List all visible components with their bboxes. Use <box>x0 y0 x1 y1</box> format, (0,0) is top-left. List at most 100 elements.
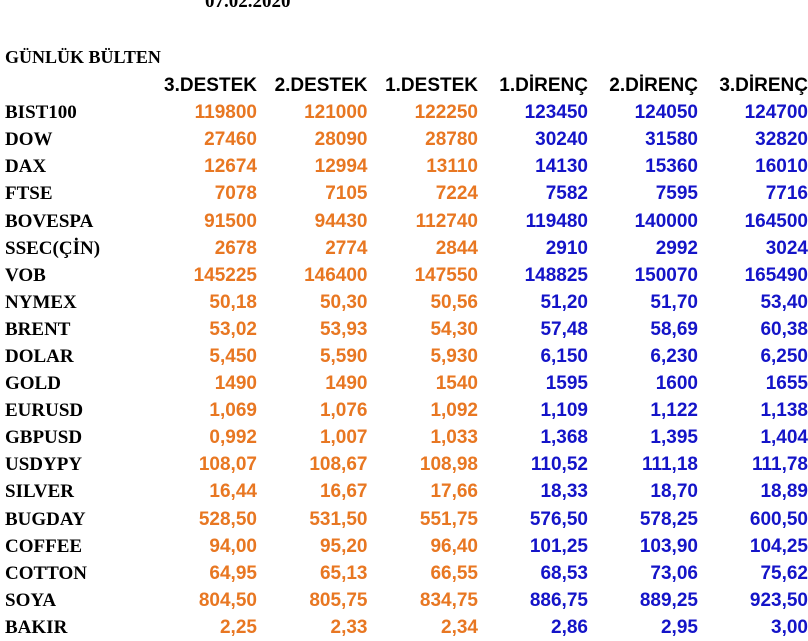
support-level-cell: 5,930 <box>430 345 478 367</box>
resistance-level-cell: 30240 <box>535 129 588 151</box>
support-level-cell: 108,98 <box>419 454 478 476</box>
support-level-cell: 528,50 <box>198 508 257 530</box>
support-level-cell: 50,30 <box>319 291 368 313</box>
table-row: COTTON 64,95 65,13 66,55 68,53 73,06 75,62 <box>0 560 808 587</box>
support-level-cell: 50,18 <box>209 291 257 313</box>
support-level-cell: 16,67 <box>319 481 368 503</box>
resistance-level-cell: 18,70 <box>650 481 698 503</box>
instrument-name: COFFEE <box>5 535 83 557</box>
support-level-cell: 1,076 <box>319 400 368 422</box>
resistance-level-cell: 165490 <box>744 264 808 286</box>
support-level-cell: 27460 <box>204 129 257 151</box>
instrument-name: EURUSD <box>5 400 84 422</box>
support-level-cell: 64,95 <box>209 562 257 584</box>
resistance-level-cell: 1,395 <box>650 427 698 449</box>
resistance-level-cell: 53,40 <box>760 291 808 313</box>
resistance-level-cell: 111,18 <box>641 454 698 476</box>
table-row: BAKIR 2,25 2,33 2,34 2,86 2,95 3,00 <box>0 614 808 641</box>
support-level-cell: 65,13 <box>319 562 368 584</box>
support-level-cell: 7105 <box>325 183 368 205</box>
resistance-level-cell: 1,138 <box>760 400 808 422</box>
resistance-level-cell: 1595 <box>545 373 588 395</box>
table-row: DOLAR 5,450 5,590 5,930 6,150 6,230 6,250 <box>0 343 808 370</box>
header-support-2: 2.DESTEK <box>274 75 368 97</box>
resistance-level-cell: 164500 <box>744 210 808 232</box>
support-level-cell: 1,033 <box>430 427 478 449</box>
resistance-level-cell: 103,90 <box>639 535 698 557</box>
resistance-level-cell: 73,06 <box>650 562 698 584</box>
resistance-level-cell: 2992 <box>655 237 698 259</box>
instrument-name: SOYA <box>5 589 57 611</box>
support-level-cell: 2,34 <box>441 616 478 638</box>
header-row: 3.DESTEK 2.DESTEK 1.DESTEK 1.DİRENÇ 2.Dİ… <box>0 72 808 99</box>
resistance-level-cell: 6,230 <box>650 345 698 367</box>
resistance-level-cell: 7595 <box>655 183 698 205</box>
support-level-cell: 17,66 <box>430 481 478 503</box>
table-row: BUGDAY 528,50 531,50 551,75 576,50 578,25 600,… <box>0 506 808 533</box>
resistance-level-cell: 6,250 <box>760 345 808 367</box>
header-resistance-2: 2.DİRENÇ <box>609 75 698 97</box>
resistance-level-cell: 60,38 <box>760 318 808 340</box>
support-level-cell: 147550 <box>414 264 478 286</box>
bulletin-title: GÜNLÜK BÜLTEN <box>5 47 161 67</box>
support-level-cell: 50,56 <box>430 291 478 313</box>
support-level-cell: 2678 <box>214 237 257 259</box>
support-level-cell: 1,092 <box>430 400 478 422</box>
support-level-cell: 119800 <box>194 102 257 124</box>
support-level-cell: 2774 <box>325 237 368 259</box>
instrument-name: SSEC(ÇİN) <box>5 237 101 259</box>
table-row: SSEC(ÇİN) 2678 2774 2844 2910 2992 3024 <box>0 235 808 262</box>
resistance-level-cell: 1655 <box>765 373 808 395</box>
support-level-cell: 66,55 <box>430 562 478 584</box>
header-support-3: 3.DESTEK <box>164 75 257 97</box>
support-level-cell: 1,069 <box>209 400 257 422</box>
resistance-level-cell: 111,78 <box>751 454 808 476</box>
instrument-name: SILVER <box>5 481 75 503</box>
header-resistance-3: 3.DİRENÇ <box>719 75 808 97</box>
support-level-cell: 805,75 <box>309 589 368 611</box>
table-row: DAX 12674 12994 13110 14130 15360 16010 <box>0 153 808 180</box>
resistance-level-cell: 6,150 <box>540 345 588 367</box>
table-row: BOVESPA 91500 94430 112740 119480 140000 16450… <box>0 207 808 234</box>
support-level-cell: 28090 <box>314 129 368 151</box>
resistance-level-cell: 101,25 <box>529 535 588 557</box>
resistance-level-cell: 51,20 <box>540 291 588 313</box>
support-level-cell: 2844 <box>435 237 478 259</box>
instrument-name: BRENT <box>5 318 71 340</box>
support-level-cell: 53,93 <box>319 318 368 340</box>
table-row: GOLD 1490 1490 1540 1595 1600 1655 <box>0 370 808 397</box>
support-level-cell: 121000 <box>304 102 368 124</box>
resistance-level-cell: 123450 <box>524 102 588 124</box>
levels-table: 3.DESTEK 2.DESTEK 1.DESTEK 1.DİRENÇ 2.Dİ… <box>0 72 808 641</box>
resistance-level-cell: 1,404 <box>760 427 808 449</box>
resistance-level-cell: 124700 <box>744 102 808 124</box>
support-level-cell: 531,50 <box>309 508 368 530</box>
support-level-cell: 1,007 <box>319 427 368 449</box>
support-level-cell: 54,30 <box>430 318 478 340</box>
resistance-level-cell: 578,25 <box>639 508 698 530</box>
resistance-level-cell: 1,109 <box>540 400 588 422</box>
resistance-level-cell: 150070 <box>634 264 698 286</box>
instrument-name: BIST100 <box>5 102 77 124</box>
support-level-cell: 0,992 <box>209 427 257 449</box>
header-support-1: 1.DESTEK <box>385 75 478 97</box>
resistance-level-cell: 923,50 <box>749 589 808 611</box>
support-level-cell: 12674 <box>204 156 257 178</box>
resistance-level-cell: 1,122 <box>650 400 698 422</box>
resistance-level-cell: 51,70 <box>650 291 698 313</box>
support-level-cell: 7224 <box>435 183 478 205</box>
resistance-level-cell: 68,53 <box>540 562 588 584</box>
table-row: BRENT 53,02 53,93 54,30 57,48 58,69 60,38 <box>0 316 808 343</box>
instrument-name: COTTON <box>5 562 88 584</box>
instrument-name: FTSE <box>5 183 53 205</box>
support-level-cell: 145225 <box>193 264 257 286</box>
resistance-level-cell: 140000 <box>634 210 698 232</box>
table-row: SILVER 16,44 16,67 17,66 18,33 18,70 18,89 <box>0 478 808 505</box>
support-level-cell: 16,44 <box>209 481 257 503</box>
support-level-cell: 91500 <box>204 210 257 232</box>
table-row: SOYA 804,50 805,75 834,75 886,75 889,25 923,50 <box>0 587 808 614</box>
instrument-name: DOW <box>5 129 53 151</box>
instrument-name: BUGDAY <box>5 508 86 530</box>
instrument-name: USDYPY <box>5 454 83 476</box>
resistance-level-cell: 32820 <box>755 129 808 151</box>
